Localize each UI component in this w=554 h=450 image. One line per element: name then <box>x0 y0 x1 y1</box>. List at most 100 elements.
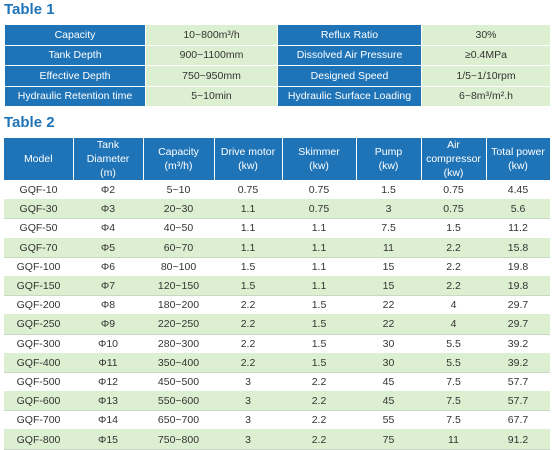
table-cell: 2.2 <box>282 410 356 431</box>
table-cell: 0.75 <box>282 179 356 201</box>
specifications-table: Capacity 10~800m³/h Reflux Ratio 30% Tank De… <box>4 24 551 107</box>
spec-value: 10~800m³/h <box>145 24 278 46</box>
spec-value: 30% <box>421 24 551 46</box>
table-cell: 1.1 <box>282 256 356 277</box>
spec-label: Reflux Ratio <box>277 24 422 46</box>
table-cell: 3 <box>214 429 282 450</box>
table-cell: 5.6 <box>486 199 550 220</box>
table-cell: 5~10 <box>143 179 214 201</box>
spec-value: ≥0.4MPa <box>421 44 551 66</box>
spec-row: Hydraulic Retention time 5~10min Hydraulic… <box>4 85 551 107</box>
table-cell: 19.8 <box>486 275 550 297</box>
table-cell: Φ13 <box>73 391 143 412</box>
table-cell: 22 <box>356 314 421 335</box>
table-cell: 19.8 <box>486 256 550 277</box>
table-cell: GQF-10 <box>4 179 73 201</box>
table-row: GQF-10 Φ2 5~10 0.75 0.75 1.5 0.75 4.45 <box>4 179 550 201</box>
column-header: Total power (kw) <box>486 138 551 181</box>
table-cell: 2.2 <box>282 371 356 393</box>
column-header-unit: (kw) <box>309 160 329 172</box>
table-cell: 1.1 <box>214 218 282 239</box>
column-header: Skimmer (kw) <box>282 138 357 181</box>
table-cell: 3 <box>356 199 421 220</box>
table-cell: 0.75 <box>214 179 282 201</box>
table-cell: 30 <box>356 352 421 373</box>
table-cell: GQF-700 <box>4 410 73 431</box>
column-header-label: Skimmer <box>298 146 340 158</box>
table-cell: 0.75 <box>421 199 486 220</box>
table-cell: 4.45 <box>486 179 550 201</box>
table-cell: 1.5 <box>282 295 356 316</box>
spec-value: 1/5~1/10rpm <box>421 65 551 87</box>
spec-label: Capacity <box>4 24 146 46</box>
table-cell: 39.2 <box>486 352 550 373</box>
column-header-unit: (kw) <box>238 160 258 172</box>
table-row: GQF-700 Φ14 650~700 3 2.2 55 7.5 67.7 <box>4 410 550 431</box>
table-cell: GQF-100 <box>4 256 73 277</box>
table-cell: 0.75 <box>421 179 486 201</box>
table-cell: 220~250 <box>143 314 214 335</box>
table-cell: 1.1 <box>282 237 356 258</box>
table-cell: 1.1 <box>214 199 282 220</box>
table-cell: 120~150 <box>143 275 214 297</box>
spec-value: 5~10min <box>145 85 278 107</box>
column-header-unit: (m³/h) <box>164 160 193 172</box>
table-cell: 1.5 <box>356 179 421 201</box>
model-parameters-table: Model Tank Diameter (m) Capacity (m³/h) Drive… <box>4 138 551 450</box>
table-row: GQF-50 Φ4 40~50 1.1 1.1 7.5 1.5 11.2 <box>4 218 550 239</box>
table-header-row: Model Tank Diameter (m) Capacity (m³/h) Drive… <box>4 138 551 181</box>
table-cell: 1.5 <box>282 314 356 335</box>
table-cell: 29.7 <box>486 314 550 335</box>
table-cell: 2.2 <box>282 429 356 450</box>
table-cell: 280~300 <box>143 333 214 354</box>
table-cell: 3 <box>214 391 282 412</box>
table2-title: Table 2 <box>4 114 55 131</box>
column-header-label: Total power <box>491 146 545 158</box>
column-header: Model <box>4 138 74 181</box>
table-cell: 15 <box>356 275 421 297</box>
table-cell: 7.5 <box>421 410 486 431</box>
spec-label: Tank Depth <box>4 44 146 66</box>
table-cell: 15.8 <box>486 237 550 258</box>
table-cell: 1.1 <box>214 237 282 258</box>
table-cell: Φ14 <box>73 410 143 431</box>
table-cell: 4 <box>421 295 486 316</box>
table-cell: 57.7 <box>486 391 550 412</box>
table-cell: 2.2 <box>214 295 282 316</box>
table-cell: GQF-300 <box>4 333 73 354</box>
table-cell: 0.75 <box>282 199 356 220</box>
table-cell: 55 <box>356 410 421 431</box>
table-cell: 1.5 <box>214 275 282 297</box>
table-row: GQF-250 Φ9 220~250 2.2 1.5 22 4 29.7 <box>4 314 550 335</box>
table-cell: 1.5 <box>421 218 486 239</box>
table-cell: 11.2 <box>486 218 550 239</box>
table-cell: 5.5 <box>421 333 486 354</box>
table-cell: 2.2 <box>214 314 282 335</box>
table-cell: 4 <box>421 314 486 335</box>
table-cell: 2.2 <box>421 275 486 297</box>
table-cell: GQF-200 <box>4 295 73 316</box>
table-cell: 11 <box>356 237 421 258</box>
table-cell: 450~500 <box>143 371 214 393</box>
table-cell: 7.5 <box>421 371 486 393</box>
column-header-unit: (kw) <box>443 167 464 179</box>
column-header-unit: (kw) <box>378 160 399 172</box>
table1-title: Table 1 <box>4 1 55 18</box>
table-cell: 180~200 <box>143 295 214 316</box>
table-cell: 57.7 <box>486 371 550 393</box>
table-cell: 91.2 <box>486 429 550 450</box>
column-header: Tank Diameter (m) <box>73 138 144 181</box>
table-cell: GQF-150 <box>4 275 73 297</box>
table-row: GQF-600 Φ13 550~600 3 2.2 45 7.5 57.7 <box>4 391 550 412</box>
table-cell: 39.2 <box>486 333 550 354</box>
table-cell: Φ2 <box>73 179 143 201</box>
table-cell: 60~70 <box>143 237 214 258</box>
table-row: GQF-300 Φ10 280~300 2.2 1.5 30 5.5 39.2 <box>4 333 550 354</box>
table-cell: 1.5 <box>214 256 282 277</box>
spec-label: Hydraulic Retention time <box>4 85 146 107</box>
column-header-label: Model <box>23 153 53 165</box>
table-row: GQF-800 Φ15 750~800 3 2.2 75 11 91.2 <box>4 429 550 450</box>
table-cell: GQF-600 <box>4 391 73 412</box>
table-cell: GQF-400 <box>4 352 73 373</box>
column-header-unit: (m) <box>100 167 116 179</box>
